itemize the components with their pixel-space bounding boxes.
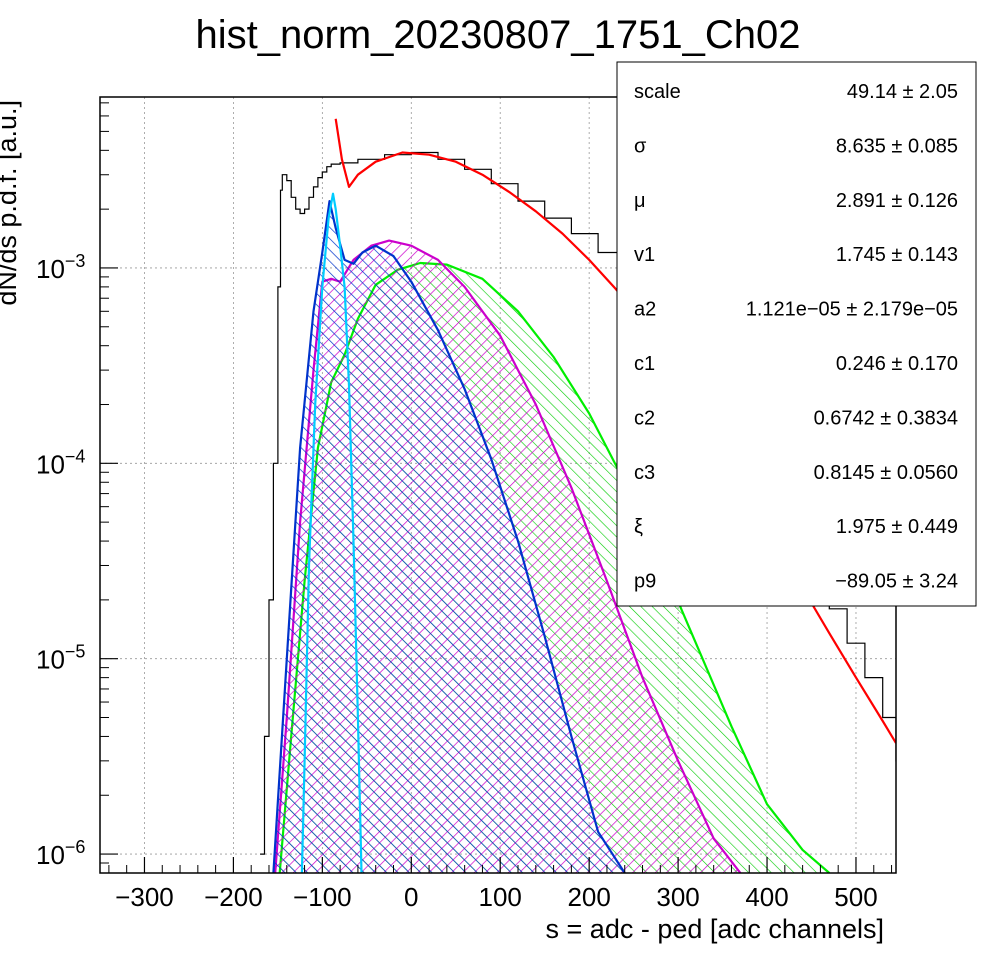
stats-box: scale 49.14 ± 2.05 σ 8.635 ± 0.085 μ 2.891 ± … (616, 61, 977, 607)
y-axis-label: dN/ds p.d.f. [a.u.] (0, 100, 22, 306)
stats-param-value: 0.6742 ± 0.3834 (814, 407, 958, 429)
stats-param-name: c3 (634, 462, 655, 484)
x-tick-label: −200 (204, 882, 263, 912)
stats-param-value: 0.246 ± 0.170 (836, 353, 958, 375)
x-tick-label: 300 (656, 882, 699, 912)
stats-param-name: a2 (634, 299, 656, 321)
component-2-line (272, 200, 626, 873)
stats-param-value: −89.05 ± 3.24 (835, 571, 958, 593)
x-tick-label: 0 (404, 882, 418, 912)
x-tick-label: 500 (834, 882, 877, 912)
stats-param-name: σ (634, 135, 647, 157)
series-layer (260, 118, 896, 873)
stats-param-value: 1.745 ± 0.143 (836, 244, 958, 266)
y-tick-label: 10−5 (36, 642, 85, 675)
x-tick-label: 400 (745, 882, 788, 912)
stats-param-value: 49.14 ± 2.05 (847, 81, 958, 103)
stats-param-value: 1.121e−05 ± 2.179e−05 (746, 299, 958, 321)
y-tick-label: 10−4 (36, 446, 85, 479)
x-axis-label: s = adc - ped [adc channels] (546, 914, 884, 944)
stats-param-name: μ (634, 190, 646, 212)
y-tick-label: 10−3 (36, 251, 85, 284)
y-tick-label: 10−6 (36, 837, 85, 870)
stats-param-name: c2 (634, 407, 655, 429)
x-tick-label: 200 (567, 882, 610, 912)
x-tick-label: −300 (115, 882, 174, 912)
component-2-fill (273, 201, 625, 873)
stats-param-name: v1 (634, 244, 655, 266)
stats-param-name: c1 (634, 353, 655, 375)
stats-param-name: p9 (634, 571, 656, 593)
stats-param-value: 2.891 ± 0.126 (836, 190, 958, 212)
stats-param-value: 0.8145 ± 0.0560 (814, 462, 958, 484)
chart-title: hist_norm_20230807_1751_Ch02 (196, 13, 801, 57)
stats-param-name: ξ (634, 516, 643, 538)
x-tick-label: −100 (293, 882, 352, 912)
component-1-line (300, 192, 363, 873)
stats-param-value: 8.635 ± 0.085 (836, 135, 958, 157)
stats-box-frame (616, 61, 977, 607)
x-tick-label: 100 (479, 882, 522, 912)
axis-ticks: −300 −200 −100 0 100 200 300 400 500 10−6 10−5 10−4… (36, 102, 893, 912)
stats-param-name: scale (634, 81, 681, 103)
stats-param-value: 1.975 ± 0.449 (836, 516, 958, 538)
